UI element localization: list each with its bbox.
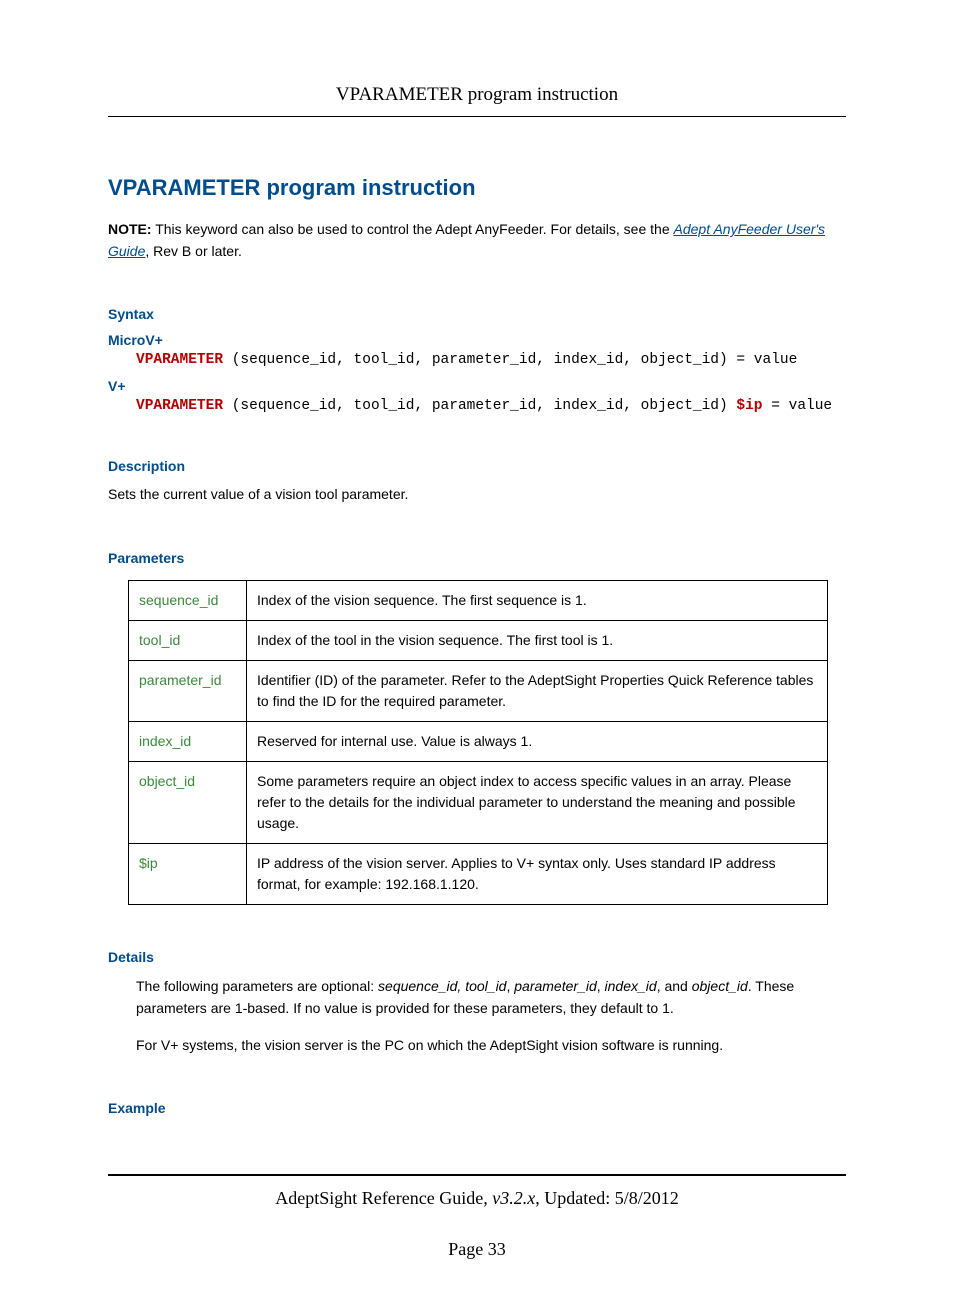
table-row: index_idReserved for internal use. Value…	[129, 722, 828, 762]
parameters-table: sequence_idIndex of the vision sequence.…	[128, 580, 828, 905]
param-desc-cell: Identifier (ID) of the parameter. Refer …	[247, 661, 828, 722]
footer-updated: , Updated: 5/8/2012	[535, 1188, 678, 1208]
page-title: VPARAMETER program instruction	[108, 175, 846, 201]
param-desc-cell: Index of the tool in the vision sequence…	[247, 621, 828, 661]
footer-version: , v3.2.x	[483, 1188, 535, 1208]
description-text: Sets the current value of a vision tool …	[108, 484, 846, 506]
description-heading: Description	[108, 458, 846, 474]
param-desc-cell: Index of the vision sequence. The first …	[247, 581, 828, 621]
page-container: VPARAMETER program instruction VPARAMETE…	[0, 0, 954, 1300]
parameters-heading: Parameters	[108, 550, 846, 566]
details-p1-em1: sequence_id, tool_id	[378, 978, 506, 994]
param-desc-cell: Some parameters require an object index …	[247, 762, 828, 844]
param-name-cell: object_id	[129, 762, 247, 844]
param-name-cell: tool_id	[129, 621, 247, 661]
syntax-heading: Syntax	[108, 306, 846, 322]
param-name-cell: $ip	[129, 844, 247, 905]
note-paragraph: NOTE: This keyword can also be used to c…	[108, 219, 846, 262]
vplus-args-pre: (sequence_id, tool_id, parameter_id, ind…	[223, 398, 736, 414]
details-para-2: For V+ systems, the vision server is the…	[136, 1034, 846, 1056]
table-row: parameter_idIdentifier (ID) of the param…	[129, 661, 828, 722]
table-row: sequence_idIndex of the vision sequence.…	[129, 581, 828, 621]
table-row: object_idSome parameters require an obje…	[129, 762, 828, 844]
vplus-label: V+	[108, 378, 846, 394]
details-p1-m2: ,	[597, 978, 605, 994]
details-p1-em2: parameter_id	[514, 978, 597, 994]
param-name-cell: index_id	[129, 722, 247, 762]
footer-line: AdeptSight Reference Guide, v3.2.x, Upda…	[108, 1188, 846, 1209]
microvplus-syntax: VPARAMETER (sequence_id, tool_id, parame…	[136, 352, 846, 368]
details-p1-pre: The following parameters are optional:	[136, 978, 378, 994]
footer-doc-title: AdeptSight Reference Guide	[275, 1188, 483, 1208]
note-pre-text: This keyword can also be used to control…	[152, 221, 674, 237]
details-p1-em4: object_id	[692, 978, 748, 994]
vplus-syntax: VPARAMETER (sequence_id, tool_id, parame…	[136, 398, 846, 414]
param-name-cell: parameter_id	[129, 661, 247, 722]
microvplus-label: MicroV+	[108, 332, 846, 348]
vparameter-keyword: VPARAMETER	[136, 352, 223, 368]
details-p1-em3: index_id	[605, 978, 657, 994]
footer-rule	[108, 1174, 846, 1176]
vparameter-keyword-vplus: VPARAMETER	[136, 398, 223, 414]
note-label: NOTE:	[108, 221, 152, 237]
page-number: Page 33	[108, 1239, 846, 1260]
details-block: The following parameters are optional: s…	[136, 975, 846, 1056]
details-heading: Details	[108, 949, 846, 965]
microvplus-args: (sequence_id, tool_id, parameter_id, ind…	[223, 352, 797, 368]
example-heading: Example	[108, 1100, 846, 1116]
param-desc-cell: Reserved for internal use. Value is alwa…	[247, 722, 828, 762]
running-header: VPARAMETER program instruction	[108, 84, 846, 116]
vplus-args-post: = value	[763, 398, 833, 414]
table-row: tool_idIndex of the tool in the vision s…	[129, 621, 828, 661]
header-rule	[108, 116, 846, 117]
ip-keyword: $ip	[736, 398, 762, 414]
details-para-1: The following parameters are optional: s…	[136, 975, 846, 1020]
table-row: $ipIP address of the vision server. Appl…	[129, 844, 828, 905]
note-post-text: , Rev B or later.	[145, 243, 241, 259]
param-desc-cell: IP address of the vision server. Applies…	[247, 844, 828, 905]
param-name-cell: sequence_id	[129, 581, 247, 621]
details-p1-m3: , and	[657, 978, 692, 994]
